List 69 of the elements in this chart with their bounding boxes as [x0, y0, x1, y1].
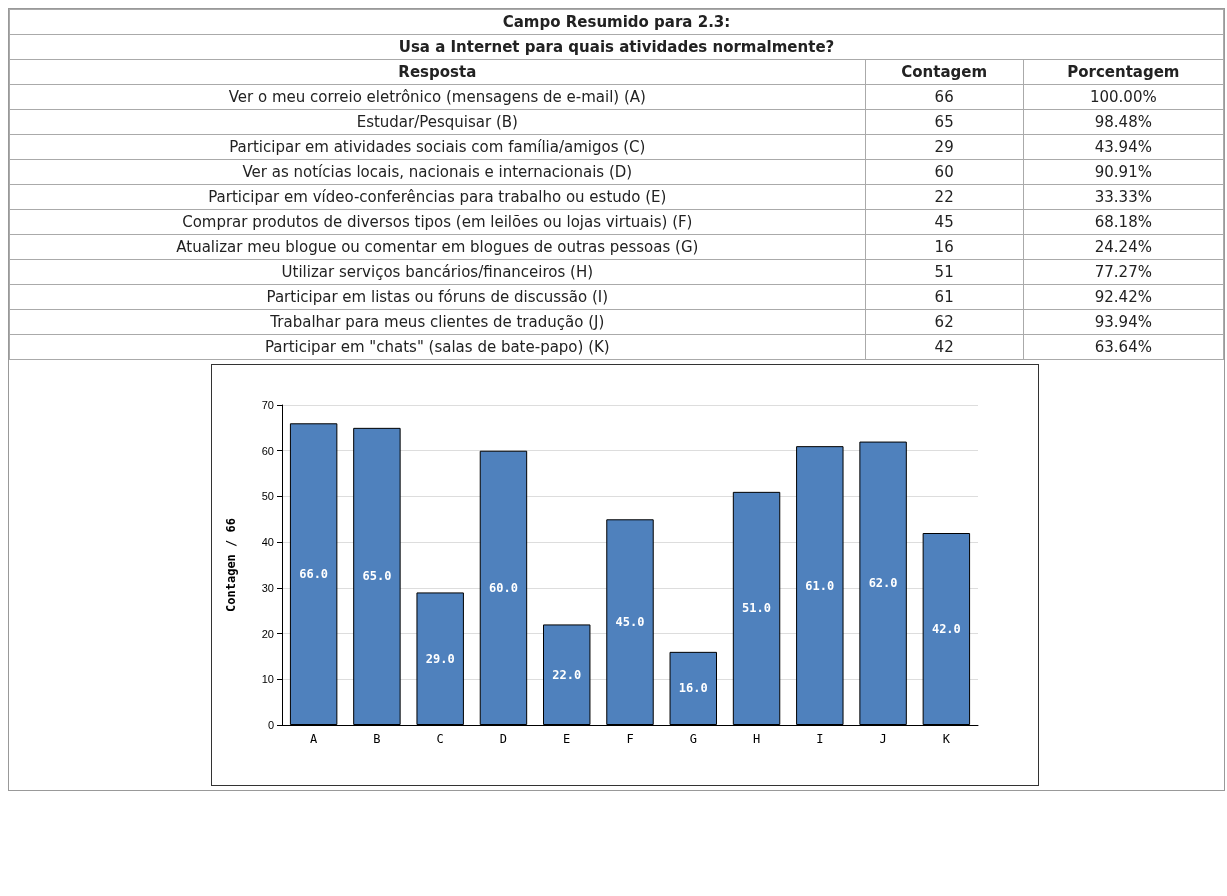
text: 92.42%	[1023, 284, 1224, 310]
x-tick-label: H	[752, 732, 761, 746]
x-tick-label: A	[310, 732, 319, 746]
data-label: 42.0	[931, 622, 961, 636]
text: 77.27%	[1023, 259, 1224, 285]
text: Participar em atividades sociais com família/amigos (C)	[9, 134, 866, 160]
data-label: 45.0	[615, 615, 645, 630]
data-label: 22.0	[552, 667, 582, 682]
x-tick-label: I	[816, 732, 824, 746]
y-tick-label: 50	[261, 490, 274, 503]
data-label: 29.0	[425, 651, 455, 666]
data-label: 66.0	[299, 567, 329, 582]
x-tick-label: G	[689, 732, 697, 746]
text: 43.94%	[1023, 134, 1224, 160]
text: 29	[865, 134, 1024, 160]
text: Atualizar meu blogue ou comentar em blogues de outras pessoas (G)	[9, 234, 866, 260]
y-axis-title: Contagen / 66	[224, 518, 238, 612]
text: Ver as notícias locais, nacionais e internacionais (D)	[9, 159, 866, 185]
text: 42	[865, 334, 1024, 360]
text: 22	[865, 184, 1024, 210]
data-label: 62.0	[868, 576, 898, 591]
text: Participar em listas ou fóruns de discussão (I)	[9, 284, 866, 310]
text: 90.91%	[1023, 159, 1224, 185]
x-tick-label: C	[436, 732, 444, 746]
x-tick-label: K	[942, 732, 951, 746]
x-tick-label: F	[626, 732, 634, 746]
text: 45	[865, 209, 1024, 235]
data-label: 51.0	[742, 601, 771, 616]
text: Trabalhar para meus clientes de tradução (J)	[9, 309, 866, 335]
text: 51	[865, 259, 1024, 285]
text: Resposta	[9, 59, 866, 85]
y-tick-label: 10	[261, 673, 274, 686]
text: 100.00%	[1023, 84, 1224, 110]
x-tick-label: E	[563, 732, 571, 746]
text: 24.24%	[1023, 234, 1224, 260]
text: 98.48%	[1023, 109, 1224, 135]
x-tick-label: D	[499, 732, 508, 746]
text: Campo Resumido para 2.3:	[9, 9, 1224, 35]
text: Participar em vídeo-conferências para trabalho ou estudo (E)	[9, 184, 866, 210]
data-label: 65.0	[362, 569, 392, 584]
text: Estudar/Pesquisar (B)	[9, 109, 866, 135]
text: 62	[865, 309, 1024, 335]
text: 65	[865, 109, 1024, 135]
text: Ver o meu correio eletrônico (mensagens de e-mail) (A)	[9, 84, 866, 110]
text: Porcentagem	[1023, 59, 1224, 85]
text: 63.64%	[1023, 334, 1224, 360]
text: Participar em "chats" (salas de bate-papo) (K)	[9, 334, 866, 360]
text: 93.94%	[1023, 309, 1224, 335]
text: 68.18%	[1023, 209, 1224, 235]
text: 16	[865, 234, 1024, 260]
y-tick-label: 20	[261, 627, 274, 640]
text: 66	[865, 84, 1024, 110]
text: 33.33%	[1023, 184, 1224, 210]
y-tick-label: 0	[267, 719, 274, 731]
y-tick-label: 40	[261, 536, 274, 549]
data-label: 60.0	[489, 580, 518, 595]
text: Utilizar serviços bancários/financeiros (H)	[9, 259, 866, 285]
x-tick-label: J	[879, 732, 887, 746]
y-tick-label: 30	[261, 581, 274, 594]
data-label: 61.0	[805, 578, 835, 593]
y-tick-label: 70	[261, 399, 274, 411]
text: Comprar produtos de diversos tipos (em leilões ou lojas virtuais) (F)	[9, 209, 866, 235]
y-tick-label: 60	[261, 444, 274, 457]
text: Contagem	[865, 59, 1024, 85]
x-tick-label: B	[373, 732, 381, 746]
text: Usa a Internet para quais atividades normalmente?	[9, 34, 1224, 60]
text: 61	[865, 284, 1024, 310]
data-label: 16.0	[678, 681, 708, 696]
text: 60	[865, 159, 1024, 185]
